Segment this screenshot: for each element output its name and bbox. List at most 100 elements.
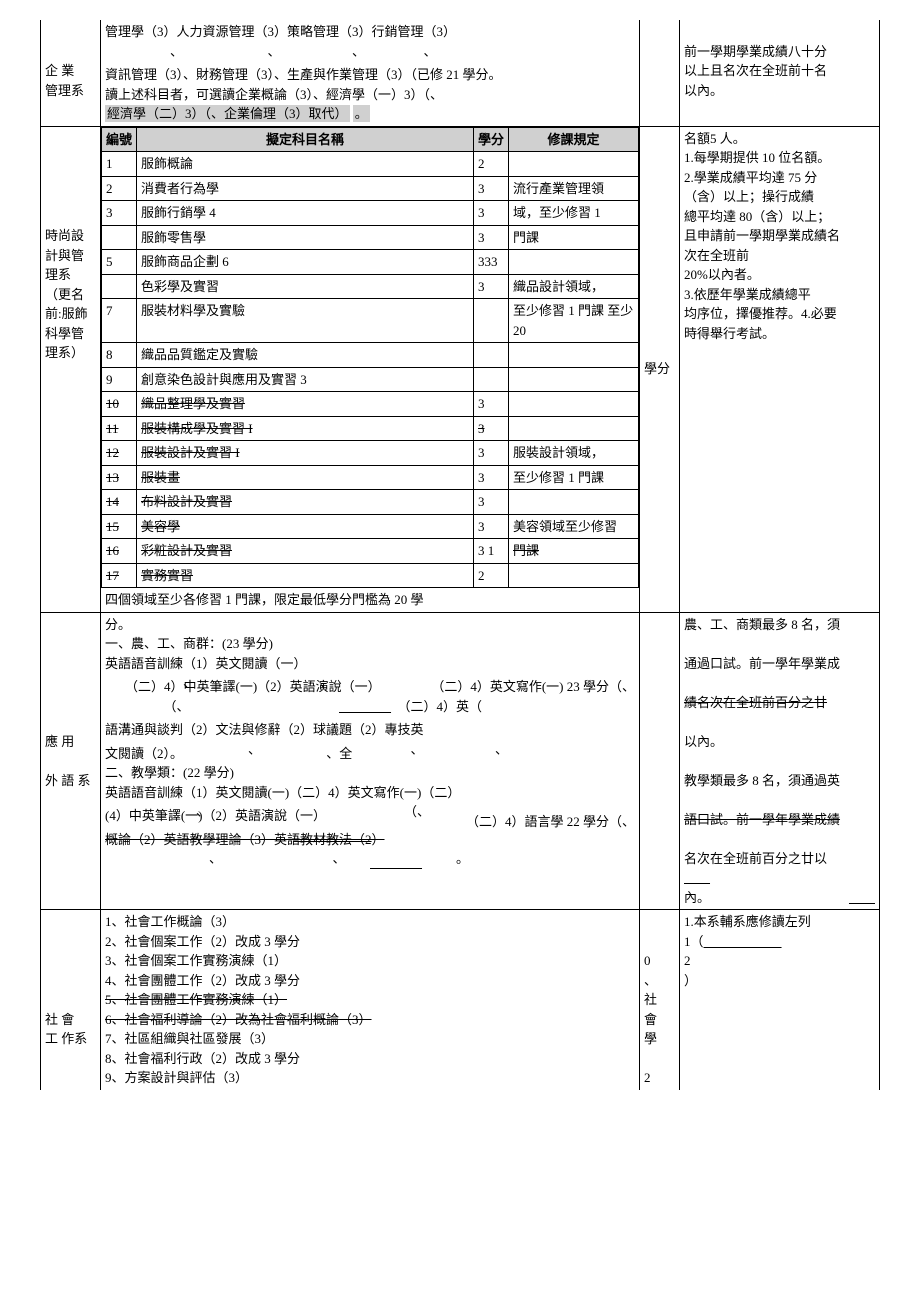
fashion-credit-cell: 學分 — [640, 126, 680, 612]
r4r — [509, 250, 639, 275]
business-right3: 以內。 — [684, 83, 723, 98]
r10c: 3 — [474, 416, 509, 441]
sm1: 、 — [644, 973, 657, 988]
r11name: 服裝設計及實習 I — [137, 441, 474, 466]
r8n: 9 — [102, 367, 137, 392]
sr3: ） — [684, 973, 697, 988]
er12: 名次在全班前百分之廿以 — [684, 851, 827, 866]
social-dept-label: 社 會 — [45, 1012, 74, 1027]
si5: 6、社會福利導論（2）改為社會福利概論（3） — [105, 1012, 372, 1027]
si6: 7、社區組織與社區發展（3） — [105, 1031, 274, 1046]
er14: 內。 — [684, 890, 710, 905]
fashion-dept-cell: 時尚設計與管理系（更名前:服飾科學管理系） — [41, 126, 101, 612]
social-dept2-label: 工 作系 — [45, 1031, 87, 1046]
fashion-content-cell: 編號 擬定科目名稱 學分 修課規定 1服飾概論2 2消費者行為學3流行產業管理領… — [101, 126, 640, 612]
r14name: 美容學 — [137, 514, 474, 539]
business-dept-label: 企 業 — [45, 63, 74, 78]
r9name: 織品整理學及實習 — [137, 392, 474, 417]
r12r: 至少修習 1 門課 — [509, 465, 639, 490]
fr6: 次在全班前 — [684, 248, 749, 263]
fashion-th-name: 擬定科目名稱 — [137, 127, 474, 152]
r10n: 11 — [102, 416, 137, 441]
business-dept2-label: 管理系 — [45, 83, 84, 98]
fr9: 均序位，擇優推荐。4.必要 — [684, 306, 837, 321]
r3name: 服飾零售學 — [137, 225, 474, 250]
eng-b2-l4: 概論（2）英語教學理論（3）英語教材教法（2） — [105, 832, 385, 847]
sr2: 2 — [684, 953, 691, 968]
fr8: 3.依歷年學業成績總平 — [684, 287, 811, 302]
r9r — [509, 392, 639, 417]
english-dept-label: 應 用 — [45, 734, 74, 749]
r15n: 16 — [102, 539, 137, 564]
si3: 4、社會團體工作（2）改成 3 學分 — [105, 973, 300, 988]
si4: 5、社會團體工作實務演練（1） — [105, 992, 287, 1007]
fashion-dept-label: 時尚設計與管理系（更名前:服飾科學管理系） — [45, 228, 88, 360]
r6c — [474, 299, 509, 343]
r14c: 3 — [474, 514, 509, 539]
social-dept-cell: 社 會 工 作系 — [41, 910, 101, 1090]
si0: 1、社會工作概論（3） — [105, 914, 235, 929]
fashion-th-rule: 修課規定 — [509, 127, 639, 152]
r13r — [509, 490, 639, 515]
eng-b2-l3: （二）4）語言學 22 學分（、 — [466, 812, 635, 832]
er4: 績名次在全班前百分之廿 — [684, 695, 827, 710]
business-right1: 前一學期學業成績八十分 — [684, 44, 827, 59]
r6r: 至少修習 1 門課 至少 20 — [509, 299, 639, 343]
r1n: 2 — [102, 176, 137, 201]
r3n — [102, 225, 137, 250]
business-line4: 經濟學（二）3）（、企業倫理（3）取代） — [105, 105, 350, 122]
eng-b1-l5b: 、全 — [326, 746, 352, 761]
sm4: 學 — [644, 1031, 657, 1046]
r8name: 創意染色設計與應用及實習 3 — [137, 367, 474, 392]
fr1: 1.每學期提供 10 位名額。 — [684, 150, 830, 165]
r5n — [102, 274, 137, 299]
eng-b1-title: 一、農、工、商群：(23 學分) — [105, 636, 273, 651]
r8r — [509, 367, 639, 392]
r2c: 3 — [474, 201, 509, 226]
eng-b2-l2: (4）中英筆譯(一)（2）英語演說（一） — [105, 808, 326, 823]
english-dept2-label: 外 語 系 — [45, 773, 91, 788]
r14r: 美容領域至少修習 — [509, 514, 639, 539]
business-right2: 以上且名次在全班前十名 — [684, 63, 827, 78]
fr10: 時得舉行考試。 — [684, 326, 775, 341]
fr4: 總平均達 80（含）以上； — [684, 209, 830, 224]
r15c: 3 1 — [474, 539, 509, 564]
r7r — [509, 343, 639, 368]
er6: 以內。 — [684, 734, 723, 749]
eng-b1-l3b: （二）4）英（ — [404, 699, 482, 714]
business-dept-cell: 企 業 管理系 — [41, 20, 101, 126]
si7: 8、社會福利行政（2）改成 3 學分 — [105, 1051, 300, 1066]
business-line3: 讀上述科目者，可選讀企業概論（3）、經濟學（一）3）（、 — [105, 87, 443, 102]
fashion-th-credit: 學分 — [474, 127, 509, 152]
r8c — [474, 367, 509, 392]
r1r: 流行產業管理領 — [509, 176, 639, 201]
r6n: 7 — [102, 299, 137, 343]
r14n: 15 — [102, 514, 137, 539]
r12n: 13 — [102, 465, 137, 490]
si8: 9、方案設計與評估（3） — [105, 1070, 248, 1085]
r10name: 服裝構成學及實習 I — [137, 416, 474, 441]
eng-b1-l2: （二）4）中英筆譯(一)（2）英語演說（一） — [105, 679, 381, 694]
social-credit: 2 — [644, 1070, 651, 1085]
r12c: 3 — [474, 465, 509, 490]
sm2: 社 — [644, 992, 657, 1007]
eng-b1-l2b: （二）4）英文寫作(一) 23 學分（、 — [431, 677, 635, 697]
document-table: 企 業 管理系 管理學（3）人力資源管理（3）策略管理（3）行銷管理（3） 、 … — [40, 20, 880, 1090]
business-right-cell: 前一學期學業成績八十分 以上且名次在全班前十名 以內。 — [680, 20, 880, 126]
r0name: 服飾概論 — [137, 152, 474, 177]
sm0: 0 — [644, 953, 651, 968]
r7name: 織品品質鑑定及實驗 — [137, 343, 474, 368]
fashion-th-num: 編號 — [102, 127, 137, 152]
r2name: 服飾行銷學 4 — [137, 201, 474, 226]
fr7: 20%以內者。 — [684, 267, 760, 282]
english-mid-cell — [640, 612, 680, 910]
r3r: 門課 — [509, 225, 639, 250]
fr5: 且申請前一學期學業成績名 — [684, 228, 840, 243]
business-line1: 管理學（3）人力資源管理（3）策略管理（3）行銷管理（3） — [105, 24, 456, 39]
r4n: 5 — [102, 250, 137, 275]
eng-b1-l1: 英語語音訓練（1）英文閱讀（一） — [105, 656, 307, 671]
r2r: 域，至少修習 1 — [509, 201, 639, 226]
r5c: 3 — [474, 274, 509, 299]
r9n: 10 — [102, 392, 137, 417]
sr1: 1（ — [684, 934, 704, 949]
